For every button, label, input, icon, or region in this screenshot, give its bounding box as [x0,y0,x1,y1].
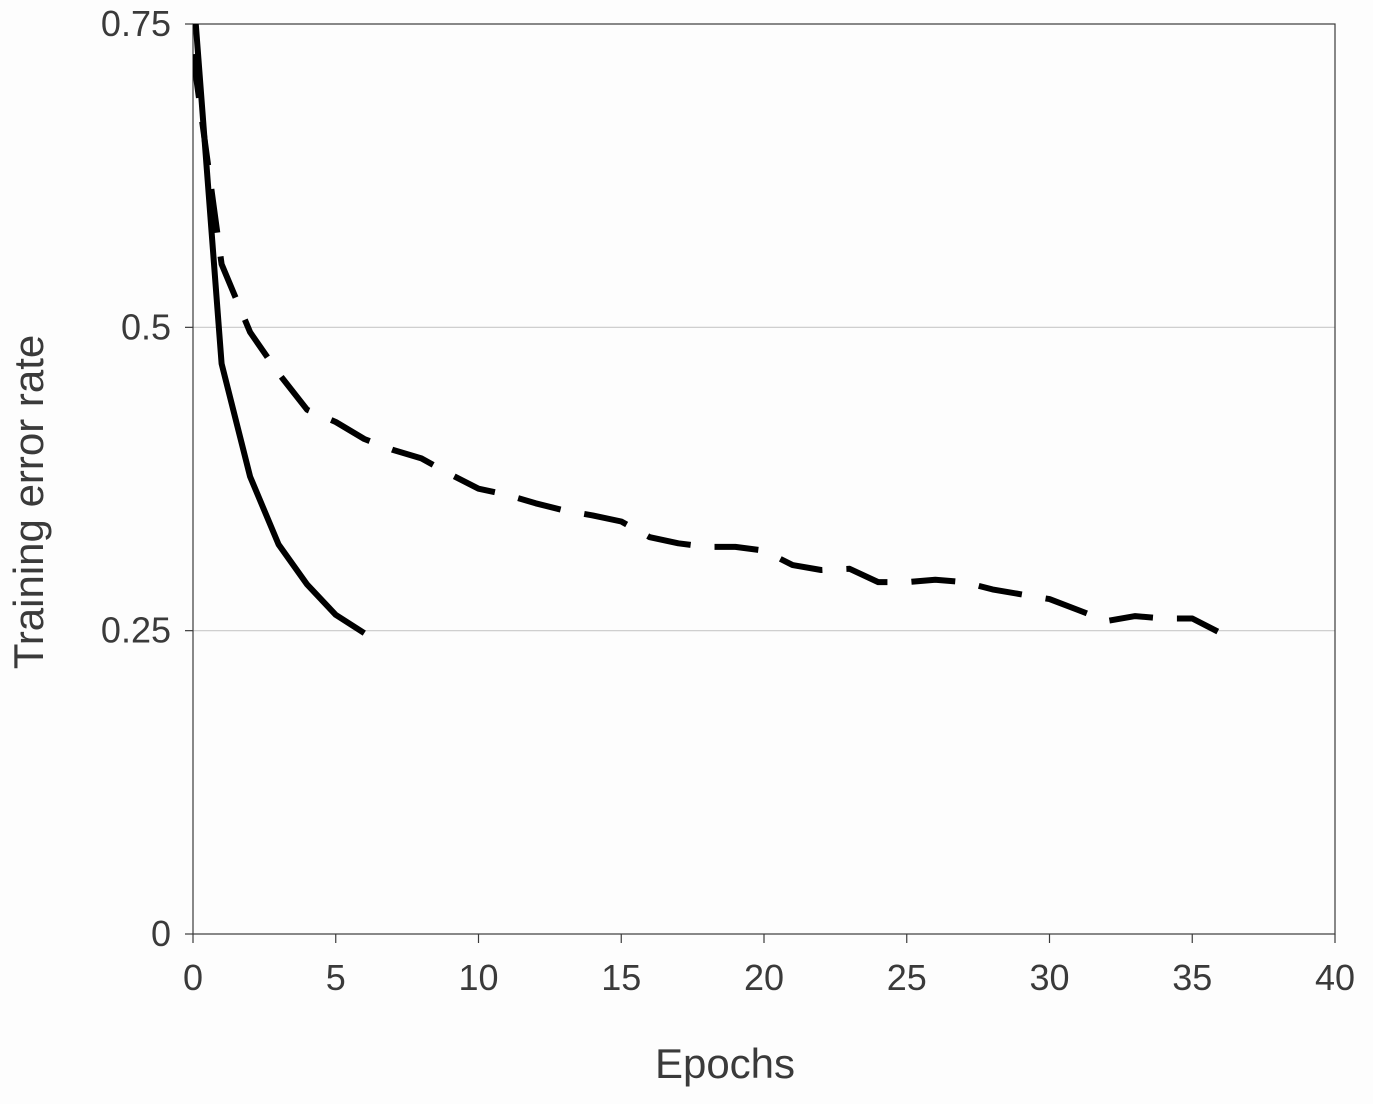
dashed-series-line [193,53,1223,636]
y-axis-title: Training error rate [5,335,52,670]
x-tick-label: 30 [1029,957,1069,998]
series-lines [193,24,1223,636]
y-tick-label: 0.75 [101,3,171,44]
y-tick-label: 0.25 [101,610,171,651]
x-tick-label: 35 [1172,957,1212,998]
x-tick-label: 20 [744,957,784,998]
x-tick-label: 10 [458,957,498,998]
x-tick-label: 5 [326,957,346,998]
gridlines [193,326,1335,632]
x-axis-title: Epochs [655,1040,795,1087]
x-tick-label: 0 [183,957,203,998]
axis-ticks: 0 0.25 0.5 0.75 0 5 10 15 20 25 30 35 40 [101,3,1355,998]
y-tick-label: 0.5 [121,306,171,347]
plot-frame [192,23,1336,935]
y-tick-label: 0 [151,913,171,954]
x-tick-label: 25 [887,957,927,998]
solid-series-line [193,24,366,636]
x-tick-label: 15 [601,957,641,998]
x-tick-label: 40 [1315,957,1355,998]
